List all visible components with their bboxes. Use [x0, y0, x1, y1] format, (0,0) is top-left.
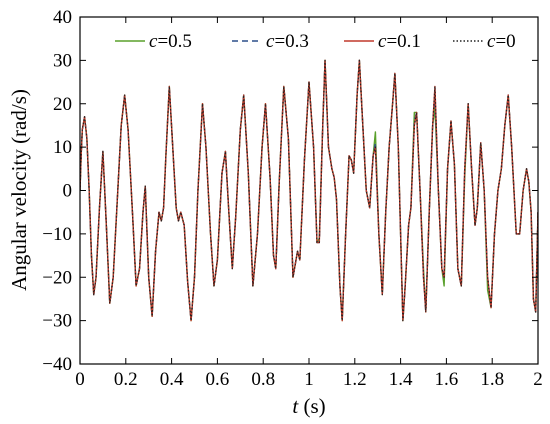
- x-tick-label: 0.6: [206, 369, 230, 390]
- legend-label: c=0.5: [149, 31, 192, 52]
- legend-label: c=0.1: [378, 31, 421, 52]
- x-tick-label: 1: [304, 369, 314, 390]
- legend-label: c=0: [487, 31, 516, 52]
- y-axis-title: Angular velocity (rad/s): [7, 89, 31, 291]
- series-lines: [80, 59, 538, 322]
- x-tick-label: 0.8: [251, 369, 275, 390]
- axis-ticks: 0 0.2 0.4 0.6 0.8 1 1.2 1.4 1.6 1.8 2 40 30 20 10 0 −10 −…: [42, 7, 542, 390]
- legend-label: c=0.3: [266, 31, 309, 52]
- y-tick-label: 10: [53, 137, 72, 158]
- series-line-c-0-1: [80, 59, 538, 322]
- x-tick-label: 1.4: [389, 369, 413, 390]
- x-tick-label: 2: [533, 369, 543, 390]
- x-axis-title: t (s): [292, 394, 325, 418]
- y-tick-label: 30: [53, 50, 72, 71]
- x-axis-variable: t: [292, 394, 299, 418]
- x-tick-label: 1.6: [435, 369, 459, 390]
- y-tick-label: −10: [42, 224, 72, 245]
- legend: c=0.5 c=0.3 c=0.1 c=0: [115, 31, 516, 52]
- x-axis-unit: (s): [303, 394, 325, 418]
- y-tick-label: −40: [42, 354, 72, 375]
- x-tick-label: 0.2: [114, 369, 138, 390]
- y-tick-label: 0: [63, 181, 73, 202]
- y-tick-label: −20: [42, 267, 72, 288]
- x-tick-label: 0.4: [160, 369, 184, 390]
- y-tick-label: 20: [53, 94, 72, 115]
- y-tick-label: 40: [53, 7, 72, 28]
- plot-frame: [79, 16, 539, 365]
- y-tick-label: −30: [42, 311, 72, 332]
- x-tick-label: 1.2: [343, 369, 367, 390]
- series-line-c-0: [80, 59, 538, 322]
- x-tick-label: 0: [75, 369, 85, 390]
- x-tick-label: 1.8: [480, 369, 504, 390]
